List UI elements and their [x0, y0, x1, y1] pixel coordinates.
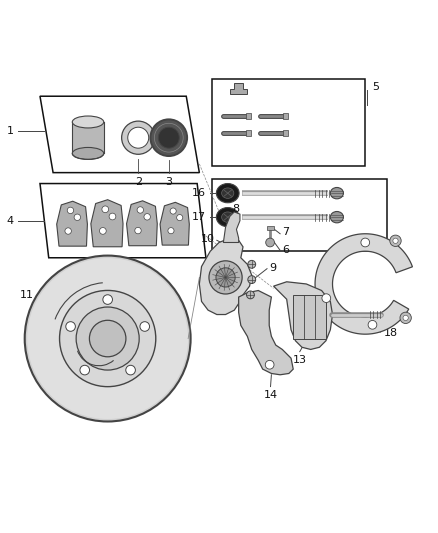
- Polygon shape: [40, 183, 206, 258]
- Circle shape: [60, 290, 156, 386]
- Circle shape: [393, 238, 398, 244]
- Polygon shape: [315, 234, 413, 334]
- Polygon shape: [230, 83, 247, 94]
- Text: 14: 14: [264, 390, 278, 400]
- Circle shape: [248, 261, 256, 268]
- Ellipse shape: [72, 148, 104, 159]
- Circle shape: [248, 276, 256, 284]
- Text: 7: 7: [283, 228, 290, 237]
- Circle shape: [66, 322, 75, 332]
- Polygon shape: [160, 203, 189, 245]
- Circle shape: [102, 206, 109, 213]
- Circle shape: [135, 228, 141, 234]
- Ellipse shape: [222, 188, 234, 198]
- Text: 5: 5: [372, 83, 379, 93]
- Ellipse shape: [216, 207, 239, 227]
- Polygon shape: [57, 201, 88, 246]
- Circle shape: [390, 235, 401, 246]
- Circle shape: [99, 228, 106, 235]
- Circle shape: [126, 365, 135, 375]
- Text: 8: 8: [232, 204, 239, 214]
- Text: 17: 17: [192, 212, 206, 222]
- Text: 10: 10: [201, 235, 215, 245]
- Bar: [283, 130, 288, 136]
- Circle shape: [25, 256, 191, 422]
- Circle shape: [67, 207, 74, 214]
- Polygon shape: [127, 201, 157, 246]
- Circle shape: [140, 322, 149, 332]
- Bar: [212, 179, 387, 251]
- Polygon shape: [223, 212, 240, 243]
- Text: 15: 15: [374, 321, 388, 331]
- Circle shape: [137, 207, 144, 213]
- Circle shape: [74, 214, 81, 221]
- Polygon shape: [239, 290, 293, 375]
- Circle shape: [150, 119, 187, 156]
- Circle shape: [177, 215, 183, 221]
- Circle shape: [65, 228, 71, 234]
- Circle shape: [80, 365, 89, 375]
- Ellipse shape: [330, 188, 343, 199]
- Bar: [283, 113, 288, 119]
- Circle shape: [158, 127, 179, 148]
- Bar: [246, 130, 251, 136]
- Circle shape: [400, 312, 411, 324]
- Polygon shape: [91, 200, 123, 247]
- Circle shape: [216, 268, 235, 287]
- Bar: [246, 113, 251, 119]
- Circle shape: [144, 214, 150, 220]
- Circle shape: [361, 238, 370, 247]
- Ellipse shape: [72, 116, 104, 128]
- Bar: [267, 226, 274, 230]
- Circle shape: [109, 213, 116, 220]
- Text: 12: 12: [246, 295, 260, 304]
- Circle shape: [128, 127, 149, 148]
- Ellipse shape: [330, 212, 343, 223]
- Circle shape: [168, 228, 174, 234]
- Text: 6: 6: [283, 245, 290, 255]
- Polygon shape: [40, 96, 199, 173]
- Ellipse shape: [222, 212, 234, 222]
- Circle shape: [322, 294, 331, 303]
- Circle shape: [170, 208, 176, 214]
- Text: 3: 3: [165, 177, 172, 188]
- Circle shape: [403, 315, 408, 320]
- Circle shape: [265, 360, 274, 369]
- Circle shape: [209, 261, 242, 294]
- Text: 18: 18: [384, 328, 398, 338]
- Circle shape: [27, 258, 188, 419]
- Text: 11: 11: [19, 290, 33, 300]
- Text: 19: 19: [392, 253, 406, 263]
- Bar: [212, 79, 365, 166]
- Bar: [72, 122, 104, 154]
- Polygon shape: [199, 238, 252, 314]
- Text: 13: 13: [293, 355, 307, 365]
- Text: 2: 2: [134, 177, 142, 188]
- Text: 4: 4: [7, 216, 14, 225]
- Polygon shape: [274, 282, 332, 350]
- Circle shape: [122, 121, 155, 154]
- Ellipse shape: [216, 183, 239, 203]
- Circle shape: [368, 320, 377, 329]
- Text: 9: 9: [269, 263, 276, 273]
- Circle shape: [247, 291, 254, 299]
- Circle shape: [266, 238, 275, 247]
- Text: 1: 1: [7, 126, 14, 136]
- Text: 16: 16: [192, 188, 206, 198]
- Circle shape: [89, 320, 126, 357]
- Bar: [293, 295, 326, 338]
- Circle shape: [103, 295, 113, 304]
- Circle shape: [76, 307, 139, 370]
